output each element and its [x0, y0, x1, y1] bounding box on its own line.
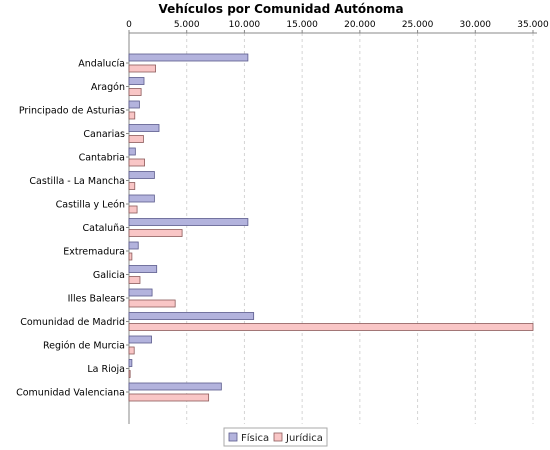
grid-lines: [186, 33, 534, 424]
legend-swatch: [273, 432, 283, 442]
x-tick-label: 30.000: [460, 20, 492, 30]
bar-juridica: [128, 205, 138, 214]
category-label: Andalucía: [78, 59, 125, 70]
bar-juridica: [128, 229, 183, 237]
bar-fisica: [128, 100, 140, 109]
bar-juridica: [128, 111, 136, 120]
bar-juridica: [128, 182, 136, 190]
bar-fisica: [128, 382, 222, 391]
bar-juridica: [128, 370, 131, 378]
category-axis: Andalucía Aragón Principado de Asturias Can…: [16, 59, 129, 399]
bar-juridica: [128, 323, 534, 331]
bar-fisica: [128, 124, 160, 132]
bars: [128, 53, 534, 402]
x-tick-label: 25.000: [402, 20, 434, 30]
x-tick-label: 15.000: [286, 20, 318, 30]
bar-juridica: [128, 64, 156, 73]
legend: Física Jurídica: [223, 427, 328, 447]
bar-juridica: [128, 135, 144, 143]
bar-juridica: [128, 299, 176, 308]
category-label: Cataluña: [82, 223, 125, 234]
category-label: Extremadura: [63, 247, 125, 258]
category-label: La Rioja: [87, 364, 125, 375]
category-label: Canarias: [83, 129, 125, 140]
legend-label: Física: [241, 432, 269, 444]
bar-juridica: [128, 346, 135, 355]
bar-fisica: [128, 335, 152, 344]
category-label: Principado de Asturias: [19, 106, 125, 117]
chart-title: Vehículos por Comunidad Autónoma: [158, 2, 403, 16]
bar-juridica: [128, 252, 133, 261]
category-label: Castilla - La Mancha: [29, 176, 125, 187]
bar-fisica: [128, 241, 139, 250]
bar-fisica: [128, 359, 133, 367]
bar-fisica: [128, 77, 145, 85]
bar-juridica: [128, 88, 142, 96]
x-tick-label: 35.000: [517, 20, 549, 30]
category-label: Región de Murcia: [43, 341, 125, 352]
category-label: Illes Balears: [68, 294, 125, 305]
x-tick-label: 5.000: [174, 20, 200, 30]
bar-juridica: [128, 158, 145, 167]
category-label: Comunidad Valenciana: [16, 388, 125, 399]
bar-fisica: [128, 218, 249, 226]
category-label: Aragón: [91, 82, 125, 93]
bar-fisica: [128, 194, 155, 203]
x-tick-label: 0: [126, 20, 132, 30]
x-tick-label: 20.000: [344, 20, 376, 30]
x-axis: 0 5.000 10.000 15.000 20.000 25.000 30.000 35.0…: [126, 20, 549, 424]
legend-swatch: [228, 432, 238, 442]
category-label: Galicia: [93, 270, 125, 281]
bar-fisica: [128, 265, 158, 273]
legend-label: Jurídica: [285, 432, 323, 444]
category-label: Castilla y León: [56, 200, 125, 211]
bar-fisica: [128, 171, 155, 179]
bar-fisica: [128, 147, 136, 156]
category-label: Cantabria: [79, 153, 125, 164]
x-tick-label: 10.000: [229, 20, 261, 30]
category-label: Comunidad de Madrid: [20, 317, 125, 328]
bar-juridica: [128, 393, 210, 402]
bar-fisica: [128, 288, 153, 297]
bar-fisica: [128, 312, 255, 320]
bar-juridica: [128, 276, 141, 284]
bar-fisica: [128, 53, 249, 62]
